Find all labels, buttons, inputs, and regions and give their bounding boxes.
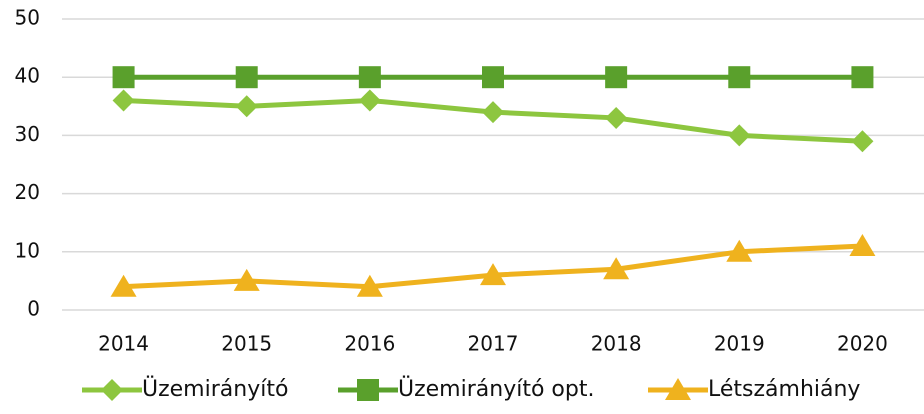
marker [110,274,137,297]
y-tick-label: 30 [15,122,40,146]
marker [235,95,258,118]
marker [358,66,381,89]
legend-label: Üzemirányító opt. [398,376,594,402]
marker [728,124,751,147]
marker [235,66,258,89]
marker [851,130,874,153]
marker [605,106,628,129]
x-tick-label: 2014 [98,332,149,356]
marker [482,101,504,124]
y-tick-label: 0 [27,297,40,321]
x-tick-label: 2016 [344,332,395,356]
y-tick-label: 50 [15,6,40,30]
x-tick-label: 2015 [221,332,272,356]
marker [726,239,753,262]
marker [728,66,751,89]
marker [480,263,506,286]
legend-label: Létszámhiány [708,377,860,402]
marker [605,66,628,89]
y-tick-label: 10 [15,238,40,262]
y-tick-label: 20 [15,180,40,204]
x-tick-label: 2020 [837,332,888,356]
x-tick-label: 2019 [714,332,765,356]
marker [233,268,260,291]
marker [849,233,876,256]
marker [356,274,383,297]
marker [603,257,630,280]
legend-label: Üzemirányító [142,376,288,402]
marker [112,66,135,89]
y-tick-label: 40 [15,64,40,88]
marker [482,66,504,89]
marker [101,379,123,401]
marker [665,378,691,400]
marker [358,89,381,112]
marker [851,66,874,89]
x-tick-label: 2018 [591,332,642,356]
marker [357,379,379,401]
x-tick-label: 2017 [468,332,519,356]
marker [112,89,135,112]
